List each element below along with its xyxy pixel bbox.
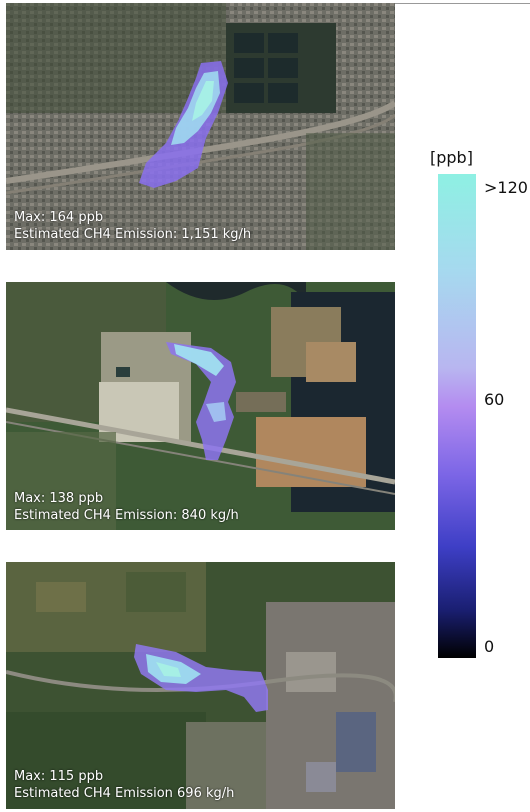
colorbar-gradient xyxy=(438,174,476,658)
satellite-panel-2: Max: 138 ppb Estimated CH4 Emission: 840… xyxy=(6,282,395,530)
colorbar-title: [ppb] xyxy=(430,148,473,167)
methane-plume-2 xyxy=(166,342,236,460)
panel-3-caption: Max: 115 ppb Estimated CH4 Emission 696 … xyxy=(14,768,234,802)
divider-line xyxy=(395,3,530,4)
panel-3-emission-label: Estimated CH4 Emission 696 kg/h xyxy=(14,786,235,801)
panel-1-emission-label: Estimated CH4 Emission: 1,151 kg/h xyxy=(14,227,252,242)
satellite-image-2 xyxy=(6,282,395,530)
satellite-panel-3: Max: 115 ppb Estimated CH4 Emission 696 … xyxy=(6,562,395,809)
methane-plume-1 xyxy=(139,61,228,188)
satellite-panel-1: Max: 164 ppb Estimated CH4 Emission: 1,1… xyxy=(6,3,395,250)
colorbar xyxy=(438,174,476,658)
panel-1-max-label: Max: 164 ppb xyxy=(14,210,104,225)
panel-3-max-label: Max: 115 ppb xyxy=(14,769,104,784)
panel-1-caption: Max: 164 ppb Estimated CH4 Emission: 1,1… xyxy=(14,209,251,243)
methane-plume-3 xyxy=(134,644,268,712)
colorbar-tick-min: 0 xyxy=(484,637,495,656)
colorbar-tick-max: >120 xyxy=(484,178,528,197)
satellite-image-3 xyxy=(6,562,395,809)
panel-2-emission-label: Estimated CH4 Emission: 840 kg/h xyxy=(14,508,239,523)
panel-2-caption: Max: 138 ppb Estimated CH4 Emission: 840… xyxy=(14,490,239,524)
colorbar-tick-mid: 60 xyxy=(484,390,505,409)
panel-2-max-label: Max: 138 ppb xyxy=(14,491,104,506)
satellite-image-1 xyxy=(6,3,395,250)
